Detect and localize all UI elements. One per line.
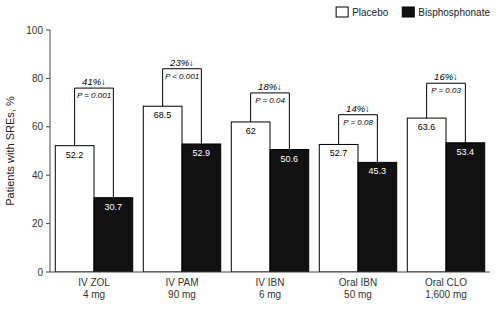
reduction-label: 41%↓ xyxy=(82,76,106,87)
bracket-left xyxy=(162,69,163,107)
data-label: 52.7 xyxy=(330,148,348,158)
p-value-label: P = 0.03 xyxy=(431,86,461,95)
y-tick-label: 100 xyxy=(26,25,43,36)
bar xyxy=(182,144,221,272)
x-tick-label-line: IV IBN xyxy=(256,277,285,288)
x-tick-label: IV ZOL4 mg xyxy=(78,277,110,300)
chart: 0 20 40 60 80 100 Patients with SREs, % 52.2 68.… xyxy=(0,0,500,312)
bar xyxy=(319,144,358,272)
p-value-label: P = 0.08 xyxy=(343,118,373,127)
bracket-top xyxy=(427,83,466,84)
x-axis-line xyxy=(50,272,490,273)
bar xyxy=(55,146,94,272)
legend: Placebo Bisphosphonate xyxy=(336,7,490,18)
bar xyxy=(407,118,446,272)
bracket-top xyxy=(339,114,378,115)
y-tick-label: 40 xyxy=(32,170,44,181)
data-label: 45.3 xyxy=(369,166,387,176)
y-tick-label: 20 xyxy=(32,218,44,229)
reduction-label: 18%↓ xyxy=(258,81,282,92)
x-tick-label-line: 4 mg xyxy=(83,289,105,300)
data-label: 52.9 xyxy=(193,148,211,158)
bracket-right xyxy=(377,115,378,163)
x-tick-label-line: 1,600 mg xyxy=(425,289,467,300)
p-value-label: P = 0.001 xyxy=(77,91,111,100)
bar xyxy=(143,106,182,272)
y-tick xyxy=(46,78,50,79)
data-labels: 52.2 68.5 62 52.7 63.6 30.7 52.9 50.6 45.3 53.4 xyxy=(66,110,474,211)
y-axis-label: Patients with SREs, % xyxy=(4,96,16,206)
x-tick-label: IV IBN6 mg xyxy=(256,277,285,300)
bracket-top xyxy=(251,92,290,93)
data-label: 63.6 xyxy=(418,122,436,132)
data-label: 50.6 xyxy=(281,154,299,164)
bracket-top xyxy=(163,68,202,69)
bracket-left xyxy=(250,93,251,122)
bracket-right xyxy=(465,83,466,143)
data-label: 62 xyxy=(246,126,256,136)
bar xyxy=(231,122,270,272)
x-tick-label-line: 50 mg xyxy=(344,289,372,300)
x-tick-label-line: Oral CLO xyxy=(425,277,467,288)
y-tick xyxy=(46,30,50,31)
x-tick-label: IV PAM90 mg xyxy=(165,277,198,300)
x-tick-label: Oral CLO1,600 mg xyxy=(425,277,467,300)
bracket-right xyxy=(289,93,290,150)
reduction-label: 23%↓ xyxy=(169,57,194,68)
bars xyxy=(55,106,484,272)
x-tick-label-line: 6 mg xyxy=(259,289,281,300)
x-tick-label-line: Oral IBN xyxy=(339,277,377,288)
reduction-label: 16%↓ xyxy=(434,71,458,82)
legend-swatch xyxy=(402,7,414,17)
p-value-label: P = 0.04 xyxy=(255,96,285,105)
bar xyxy=(270,150,309,272)
x-tick-label-line: IV PAM xyxy=(165,277,198,288)
legend-label: Placebo xyxy=(352,7,389,18)
data-label: 53.4 xyxy=(457,147,475,157)
y-tick xyxy=(46,126,50,127)
data-label: 30.7 xyxy=(105,202,123,212)
p-value-label: P < 0.001 xyxy=(165,72,199,81)
bracket-left xyxy=(338,115,339,145)
legend-label: Bisphosphonate xyxy=(418,7,490,18)
bar xyxy=(358,162,397,272)
bracket-left xyxy=(426,83,427,118)
data-label: 68.5 xyxy=(154,110,172,120)
reduction-label: 14%↓ xyxy=(346,103,370,114)
y-tick xyxy=(46,223,50,224)
x-tick-label-line: IV ZOL xyxy=(78,277,110,288)
annotations: 41%↓ P = 0.001 23%↓ P < 0.001 18%↓ P = 0.04 14… xyxy=(75,57,466,198)
legend-swatch xyxy=(336,7,348,17)
y-axis-line xyxy=(50,30,51,272)
y-tick-label: 80 xyxy=(32,73,44,84)
data-label: 52.2 xyxy=(66,150,84,160)
y-tick-label: 60 xyxy=(32,121,44,132)
y-axis: 0 20 40 60 80 100 xyxy=(26,25,50,278)
bar xyxy=(94,198,133,272)
bracket-right xyxy=(201,69,202,144)
x-tick-label-line: 90 mg xyxy=(168,289,196,300)
y-tick-label: 0 xyxy=(37,267,43,278)
y-tick xyxy=(46,272,50,273)
bracket-top xyxy=(75,88,114,89)
x-axis: IV ZOL4 mg IV PAM90 mg IV IBN6 mg Oral IBN5… xyxy=(78,277,467,300)
y-tick xyxy=(46,175,50,176)
bracket-right xyxy=(113,88,114,198)
bar xyxy=(446,143,485,272)
chart-container: 0 20 40 60 80 100 Patients with SREs, % 52.2 68.… xyxy=(0,0,500,312)
x-tick-label: Oral IBN50 mg xyxy=(339,277,377,300)
bracket-left xyxy=(74,88,75,146)
